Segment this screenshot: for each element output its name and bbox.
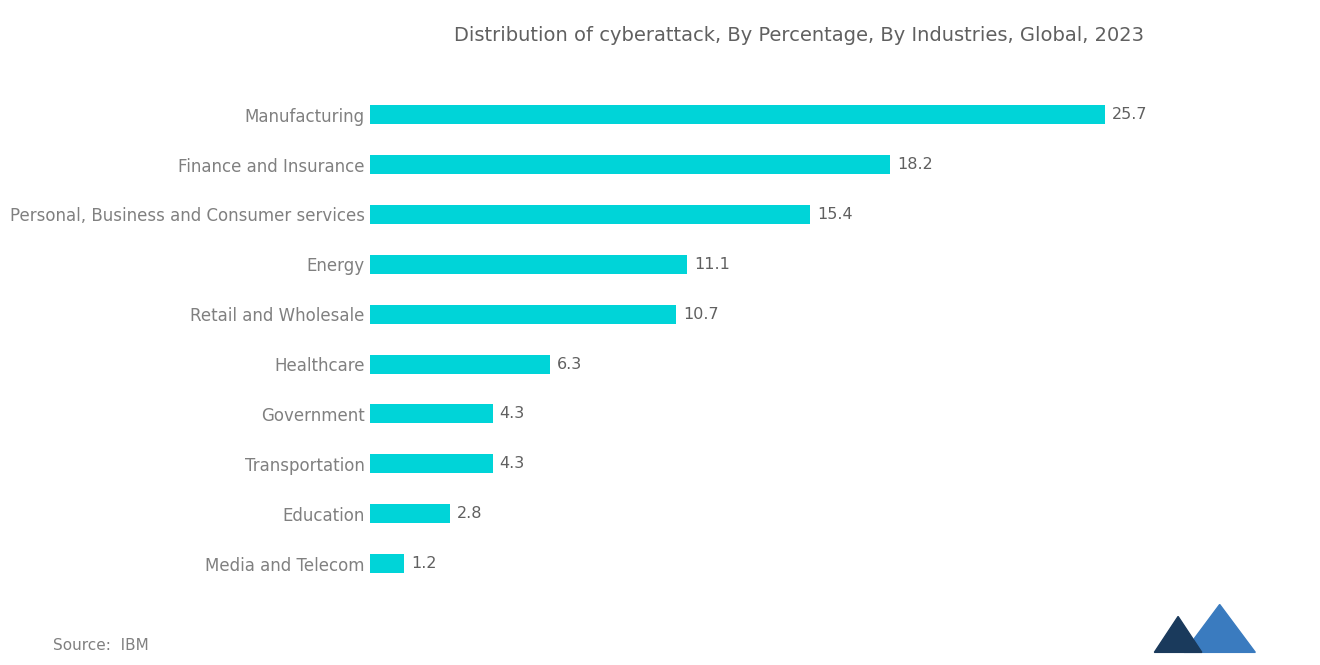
- Title: Distribution of cyberattack, By Percentage, By Industries, Global, 2023: Distribution of cyberattack, By Percenta…: [454, 26, 1143, 45]
- Polygon shape: [1154, 616, 1203, 652]
- Text: 25.7: 25.7: [1111, 107, 1147, 122]
- Bar: [370, 255, 688, 274]
- Bar: [370, 404, 492, 424]
- Polygon shape: [1184, 604, 1255, 652]
- Text: 10.7: 10.7: [682, 307, 718, 322]
- Text: 15.4: 15.4: [817, 207, 853, 222]
- Bar: [370, 105, 1105, 124]
- Bar: [370, 305, 676, 324]
- Bar: [370, 554, 404, 573]
- Text: 4.3: 4.3: [500, 456, 525, 471]
- Text: 1.2: 1.2: [411, 556, 437, 571]
- Text: 4.3: 4.3: [500, 406, 525, 422]
- Text: Source:  IBM: Source: IBM: [53, 638, 149, 654]
- Bar: [370, 205, 810, 224]
- Text: 6.3: 6.3: [557, 356, 582, 372]
- Text: 11.1: 11.1: [694, 257, 730, 272]
- Text: 2.8: 2.8: [457, 506, 482, 521]
- Bar: [370, 155, 890, 174]
- Bar: [370, 454, 492, 473]
- Text: 18.2: 18.2: [898, 157, 933, 172]
- Bar: [370, 354, 550, 374]
- Bar: [370, 504, 450, 523]
